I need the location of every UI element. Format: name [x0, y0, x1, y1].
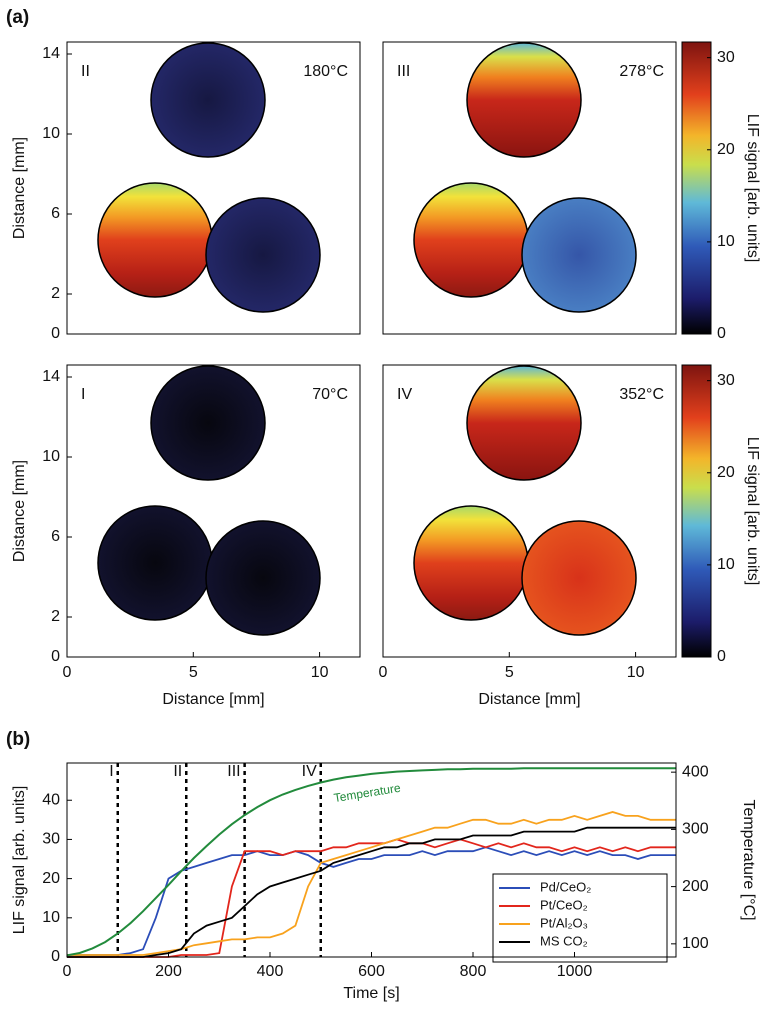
- x-tick-label: 5: [189, 664, 198, 681]
- y-tick-label: 10: [42, 448, 60, 465]
- stage-marker-label: I: [109, 763, 113, 780]
- catalyst-disk: [206, 521, 320, 635]
- y2-axis-label: Temperature [°C]: [740, 799, 757, 920]
- x-axis-label: Distance [mm]: [478, 691, 580, 708]
- panel-temperature: 352°C: [619, 386, 664, 403]
- colorbar-tick-label: 10: [717, 556, 735, 573]
- x-tick-label: 400: [257, 963, 284, 980]
- y-tick-label: 0: [51, 325, 60, 342]
- x-tick-label: 10: [311, 664, 329, 681]
- catalyst-disk: [414, 183, 528, 297]
- panel-label: (b): [6, 729, 30, 750]
- y-tick-label: 20: [42, 870, 60, 887]
- y2-tick-label: 300: [682, 821, 709, 838]
- panel-temperature: 180°C: [303, 63, 348, 80]
- colorbar: [682, 365, 711, 657]
- catalyst-disk: [467, 43, 581, 157]
- legend-entry: Pt/Al₂O₃: [540, 915, 588, 930]
- y2-tick-label: 100: [682, 935, 709, 952]
- panel-stage: IV: [397, 386, 412, 403]
- y-tick-label: 6: [51, 205, 60, 222]
- y-axis-label: LIF signal [arb. units]: [11, 786, 28, 935]
- x-tick-label: 5: [505, 664, 514, 681]
- colorbar-tick-label: 20: [717, 464, 735, 481]
- x-tick-label: 0: [379, 664, 388, 681]
- y-tick-label: 6: [51, 528, 60, 545]
- panel-label: (a): [6, 7, 29, 28]
- panel-temperature: 278°C: [619, 63, 664, 80]
- colorbar-tick-label: 0: [717, 648, 726, 665]
- panel-temperature: 70°C: [312, 386, 348, 403]
- x-tick-label: 200: [155, 963, 182, 980]
- stage-marker-label: II: [173, 763, 182, 780]
- y2-tick-label: 400: [682, 763, 709, 780]
- colorbar-tick-label: 0: [717, 325, 726, 342]
- x-tick-label: 800: [460, 963, 487, 980]
- catalyst-disk: [467, 366, 581, 480]
- x-axis-label: Time [s]: [343, 985, 399, 1002]
- stage-marker-label: III: [227, 763, 240, 780]
- x-tick-label: 0: [63, 664, 72, 681]
- legend-entry: Pd/CeO₂: [540, 879, 591, 894]
- catalyst-disk: [98, 183, 212, 297]
- x-tick-label: 1000: [557, 963, 593, 980]
- x-tick-label: 600: [358, 963, 385, 980]
- panel-stage: I: [81, 386, 85, 403]
- catalyst-disk: [151, 43, 265, 157]
- colorbar-label: LIF signal [arb. units]: [744, 437, 761, 586]
- legend-entry: Pt/CeO₂: [540, 897, 588, 912]
- colorbar-tick-label: 10: [717, 233, 735, 250]
- y-tick-label: 14: [42, 45, 60, 62]
- catalyst-disk: [98, 506, 212, 620]
- y-tick-label: 2: [51, 285, 60, 302]
- panel-stage: III: [397, 63, 410, 80]
- legend-entry: MS CO₂: [540, 933, 588, 948]
- x-tick-label: 0: [63, 963, 72, 980]
- y-tick-label: 0: [51, 648, 60, 665]
- y-tick-label: 14: [42, 368, 60, 385]
- panel-stage: II: [81, 63, 90, 80]
- catalyst-disk: [522, 521, 636, 635]
- y-axis-label: Distance [mm]: [11, 460, 28, 562]
- colorbar-label: LIF signal [arb. units]: [744, 114, 761, 263]
- catalyst-disk: [414, 506, 528, 620]
- catalyst-disk: [151, 366, 265, 480]
- y-tick-label: 2: [51, 608, 60, 625]
- colorbar-tick-label: 30: [717, 49, 735, 66]
- colorbar-tick-label: 20: [717, 141, 735, 158]
- figure: (a) (b) II180°C0261014Distance [mm]III27…: [0, 0, 764, 1012]
- x-axis-label: Distance [mm]: [162, 691, 264, 708]
- y-tick-label: 40: [42, 791, 60, 808]
- y-tick-label: 30: [42, 831, 60, 848]
- y2-tick-label: 200: [682, 878, 709, 895]
- y-tick-label: 0: [51, 948, 60, 965]
- catalyst-disk: [522, 198, 636, 312]
- y-tick-label: 10: [42, 125, 60, 142]
- catalyst-disk: [206, 198, 320, 312]
- stage-marker-label: IV: [302, 763, 317, 780]
- colorbar: [682, 42, 711, 334]
- x-tick-label: 10: [627, 664, 645, 681]
- colorbar-tick-label: 30: [717, 372, 735, 389]
- y-axis-label: Distance [mm]: [11, 137, 28, 239]
- y-tick-label: 10: [42, 909, 60, 926]
